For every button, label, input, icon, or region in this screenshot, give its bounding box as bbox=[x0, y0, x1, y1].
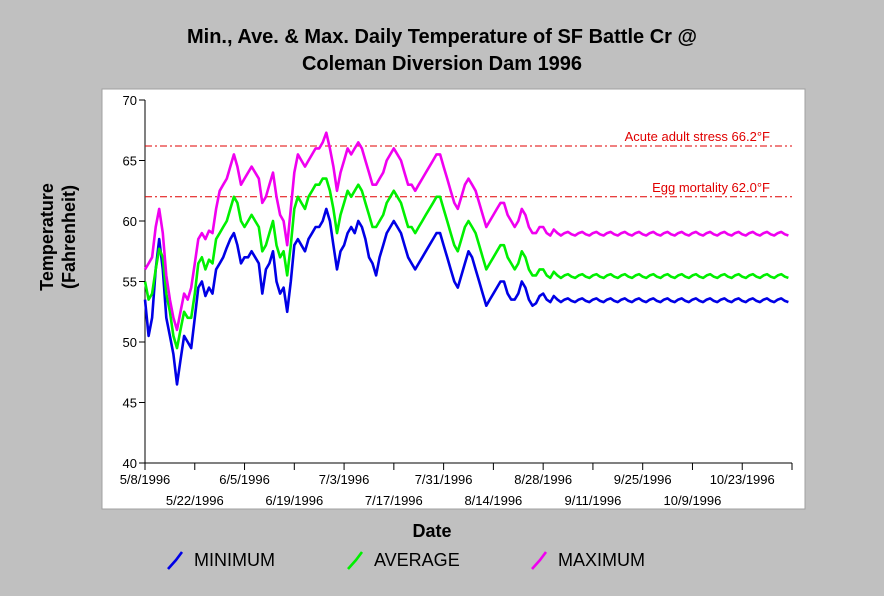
x-tick-label: 6/19/1996 bbox=[265, 493, 323, 508]
legend-swatch-average bbox=[347, 551, 364, 570]
x-tick-label: 5/8/1996 bbox=[120, 472, 171, 487]
y-tick-label: 55 bbox=[123, 275, 137, 290]
legend-swatch-minimum bbox=[167, 551, 184, 570]
legend-label-average: AVERAGE bbox=[374, 550, 460, 570]
chart-subtitle: Coleman Diversion Dam 1996 bbox=[302, 53, 582, 75]
plot-area bbox=[101, 88, 806, 510]
x-tick-label: 7/31/1996 bbox=[415, 472, 473, 487]
legend-label-minimum: MINIMUM bbox=[194, 550, 275, 570]
y-axis-label-line2: (Fahrenheit) bbox=[59, 185, 79, 289]
y-axis-label-line1: Temperature bbox=[37, 183, 57, 291]
y-tick-label: 45 bbox=[123, 396, 137, 411]
x-tick-label: 9/11/1996 bbox=[564, 493, 621, 508]
x-tick-label: 7/17/1996 bbox=[365, 493, 423, 508]
reference-line-label-2: Egg mortality 62.0°F bbox=[652, 180, 770, 195]
legend-swatch-maximum bbox=[531, 551, 548, 570]
y-tick-label: 40 bbox=[123, 456, 137, 471]
x-tick-label: 10/23/1996 bbox=[710, 472, 775, 487]
reference-line-label-1: Acute adult stress 66.2°F bbox=[625, 129, 770, 144]
y-tick-label: 70 bbox=[123, 93, 137, 108]
y-tick-label: 50 bbox=[123, 335, 137, 350]
chart-title: Min., Ave. & Max. Daily Temperature of S… bbox=[187, 26, 697, 48]
x-tick-label: 8/28/1996 bbox=[514, 472, 572, 487]
y-tick-label: 65 bbox=[123, 154, 137, 169]
series-line-maximum bbox=[143, 131, 789, 332]
legend: MINIMUM AVERAGE MAXIMUM bbox=[167, 550, 645, 570]
x-tick-label: 5/22/1996 bbox=[166, 493, 224, 508]
y-tick-label: 60 bbox=[123, 214, 137, 229]
x-tick-label: 7/3/1996 bbox=[319, 472, 370, 487]
series-line-minimum bbox=[143, 207, 789, 386]
x-axis-label: Date bbox=[412, 521, 451, 541]
x-tick-label: 9/25/1996 bbox=[614, 472, 672, 487]
x-tick-label: 8/14/1996 bbox=[464, 493, 522, 508]
x-tick-label: 6/5/1996 bbox=[219, 472, 270, 487]
series-line-average bbox=[143, 177, 789, 350]
x-tick-label: 10/9/1996 bbox=[664, 493, 722, 508]
legend-label-maximum: MAXIMUM bbox=[558, 550, 645, 570]
